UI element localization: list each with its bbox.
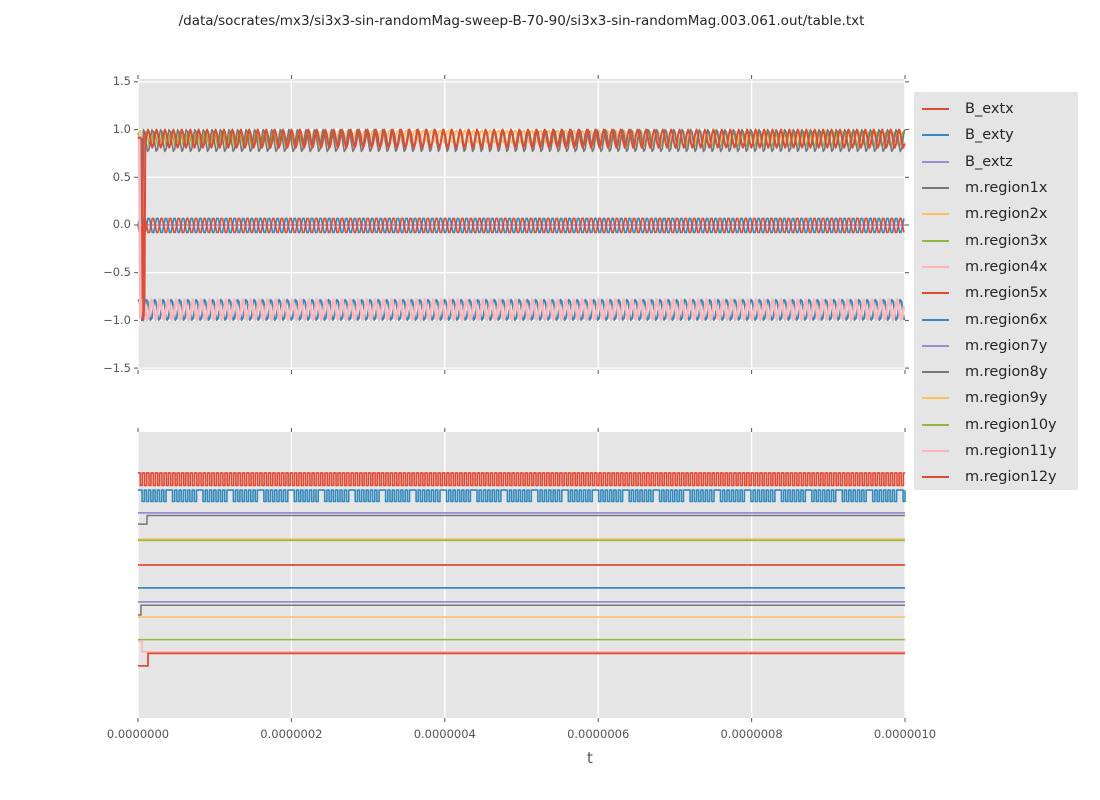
xtick-label: 0.0000008 [720, 727, 783, 741]
legend-label: m.region1x [965, 180, 1048, 197]
ytick-label: 1.0 [112, 122, 131, 137]
series-m.region8y-line [138, 604, 905, 616]
ytick-label: −1.5 [103, 360, 131, 375]
legend-item: B_extx [914, 96, 1078, 122]
legend-swatch-line [922, 371, 949, 374]
legend-item: m.region8y [914, 359, 1078, 385]
legend-item: m.region12y [914, 464, 1078, 490]
legend-item: m.region5x [914, 280, 1078, 306]
legend-swatch-line [922, 476, 949, 479]
legend-item: m.region6x [914, 306, 1078, 332]
legend-label: B_exty [965, 127, 1014, 144]
bottom-plot-area [137, 428, 906, 722]
legend-label: m.region11y [965, 443, 1057, 459]
top-plot-area [134, 75, 909, 374]
legend-item: m.region2x [914, 201, 1078, 227]
legend-label: m.region3x [965, 232, 1048, 249]
legend-label: m.region4x [965, 258, 1048, 275]
legend-label: m.region12y [965, 469, 1057, 486]
legend-item: m.region4x [914, 254, 1078, 280]
ytick-label: −0.5 [103, 265, 131, 280]
legend-item: m.region9y [914, 385, 1078, 411]
legend-swatch-line [922, 344, 949, 347]
legend-item: m.region11y [914, 438, 1078, 464]
series-m.region12y-line [138, 652, 905, 667]
xtick-label: 0.0000006 [567, 727, 630, 741]
legend-swatch-line [922, 318, 949, 321]
legend-swatch-line [922, 187, 949, 190]
ytick-label: 0.0 [112, 217, 131, 232]
legend-swatch-line [922, 213, 949, 216]
legend-label: m.region8y [965, 364, 1048, 381]
legend-label: m.region9y [965, 390, 1048, 407]
legend-swatch-line [922, 450, 949, 452]
series-B_extx-line [137, 128, 906, 322]
series-m.region4x-line [136, 134, 906, 322]
ytick-label: 0.5 [112, 169, 131, 184]
legend-item: m.region10y [914, 412, 1078, 438]
series-m.region5x-line [137, 217, 905, 234]
series-m.region1x-line [138, 514, 905, 525]
ytick-label: −1.0 [103, 312, 131, 327]
legend-swatch-line [922, 160, 949, 163]
series-B_exty-line [137, 217, 905, 234]
legend-item: m.region1x [914, 175, 1078, 201]
series-m.region11y-line [138, 640, 905, 653]
legend-label: m.region10y [965, 416, 1057, 433]
xtick-label: 0.0000000 [106, 727, 170, 741]
xtick-label: 0.0000010 [873, 727, 937, 741]
legend-swatch-line [922, 265, 949, 268]
legend-swatch-line [922, 108, 949, 111]
x-axis-label: t [587, 749, 593, 767]
series-B_exty-line [138, 489, 906, 503]
legend-label: B_extz [965, 153, 1013, 170]
legend-label: m.region6x [965, 311, 1048, 328]
legend-swatch-line [922, 423, 949, 426]
legend-swatch-line [922, 239, 949, 242]
legend-item: B_exty [914, 122, 1078, 148]
legend-item: m.region7y [914, 333, 1078, 359]
legend-item: m.region3x [914, 227, 1078, 253]
xtick-label: 0.0000002 [260, 727, 323, 741]
legend: B_extx B_exty B_extz m.region1x m.region2x m.… [914, 92, 1078, 490]
plot-title: /data/socrates/mx3/si3x3-sin-randomMag-s… [178, 13, 865, 29]
xtick-label: 0.0000004 [413, 727, 476, 741]
legend-label: m.region2x [965, 206, 1048, 223]
legend-label: m.region5x [965, 285, 1048, 302]
series-B_extx-line [138, 472, 905, 487]
ytick-label: 1.5 [112, 74, 131, 89]
legend-swatch-line [922, 397, 949, 400]
legend-label: B_extx [965, 101, 1014, 118]
legend-item: B_extz [914, 149, 1078, 175]
legend-swatch-line [922, 292, 949, 295]
legend-swatch-line [922, 134, 949, 137]
legend-label: m.region7y [965, 337, 1048, 354]
